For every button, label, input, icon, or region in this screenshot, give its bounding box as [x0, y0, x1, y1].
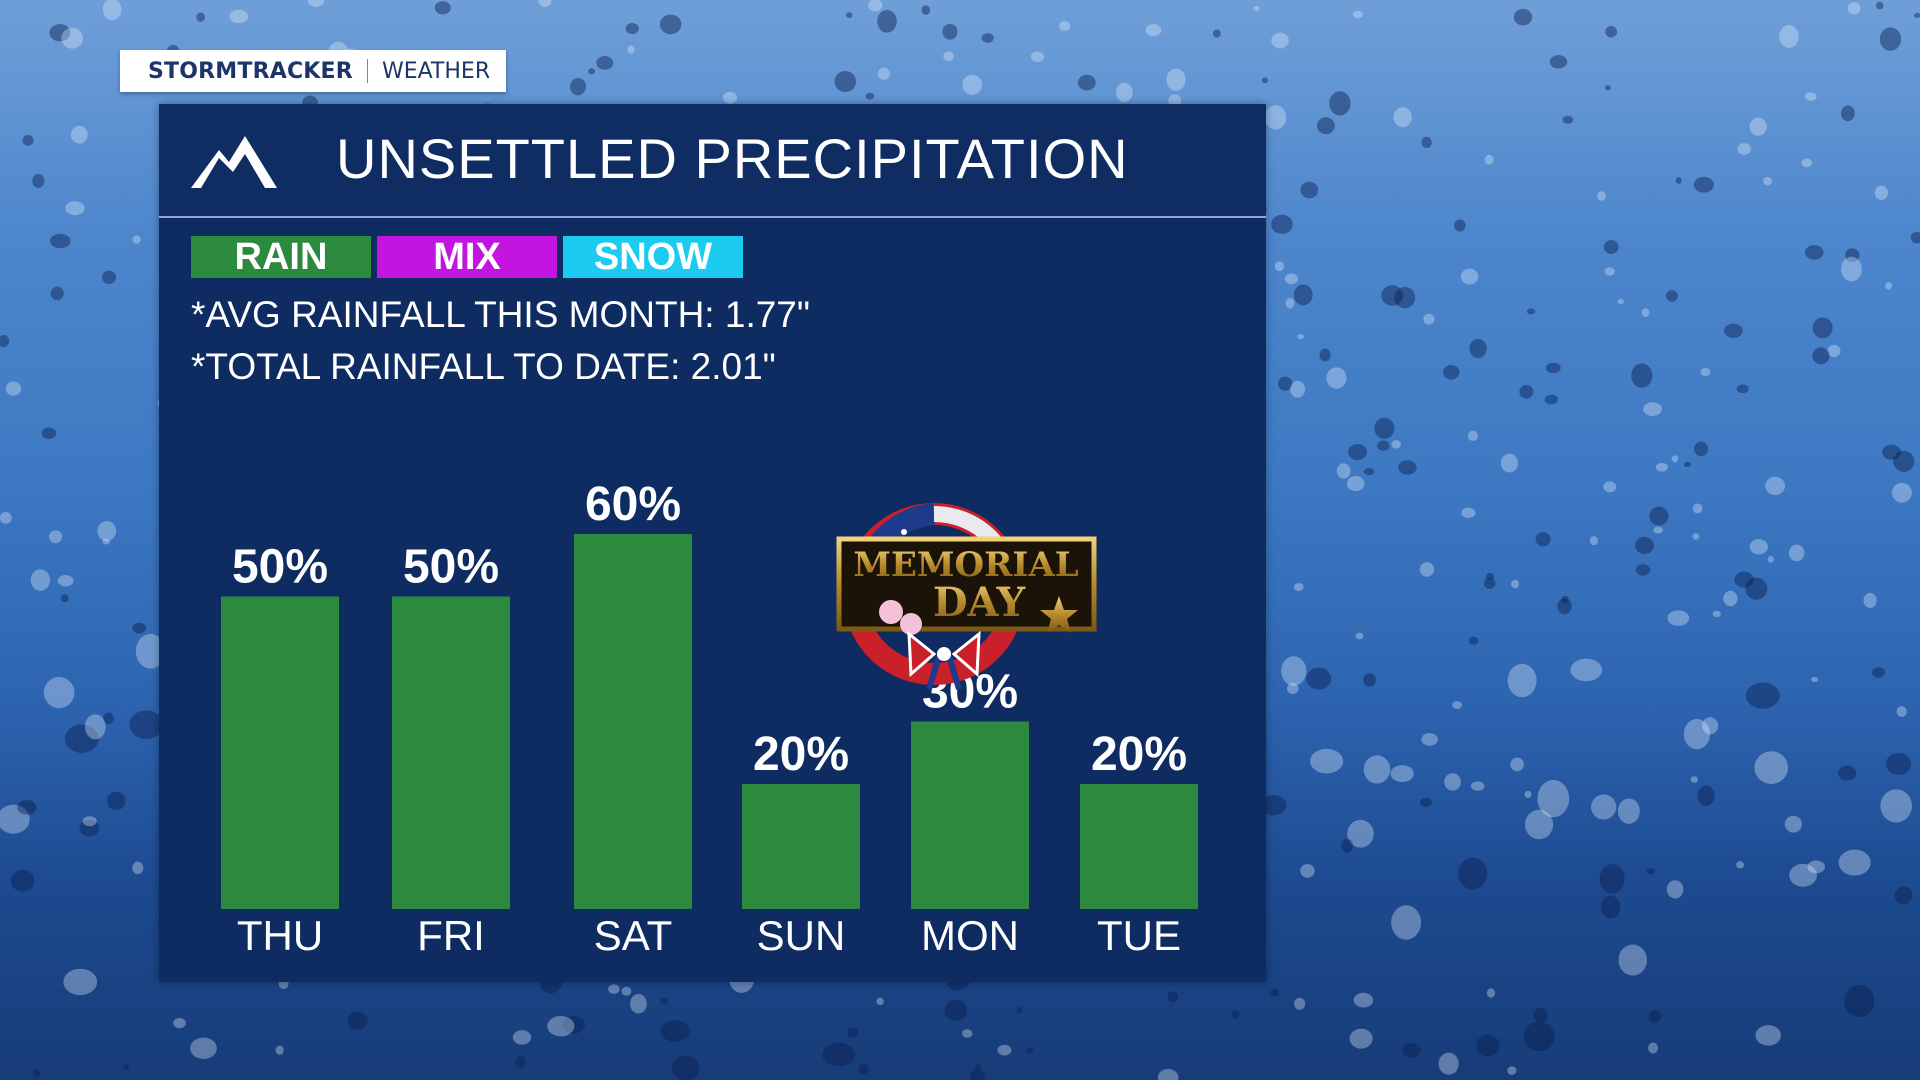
value-label-sat: 60%	[585, 478, 681, 531]
value-label-sun: 20%	[753, 728, 849, 781]
value-label-thu: 50%	[232, 541, 328, 594]
avg-rainfall-text: *AVG RAINFALL THIS MONTH: 1.77"	[191, 294, 811, 335]
bar-sun	[742, 784, 860, 909]
value-label-fri: 50%	[403, 541, 499, 594]
page-title: UNSETTLED PRECIPITATION	[336, 127, 1129, 190]
legend-snow: SNOW	[563, 236, 743, 278]
legend-mix: MIX	[377, 236, 557, 278]
brand-name: STORMTRACKER	[148, 58, 353, 84]
panel-header: UNSETTLED PRECIPITATION	[159, 104, 1266, 218]
brand-section: WEATHER	[381, 58, 491, 84]
badge-line2: DAY	[933, 579, 1026, 626]
day-label-thu: THU	[237, 912, 323, 959]
bar-fri	[392, 596, 510, 909]
brand-bug: STORMTRACKER WEATHER	[120, 50, 506, 92]
bar-tue	[1080, 784, 1198, 909]
brand-divider	[366, 59, 368, 83]
day-label-sun: SUN	[757, 912, 846, 959]
memorial-day-wreath-icon: MEMORIAL DAY	[836, 503, 1097, 690]
mountain-icon	[191, 136, 277, 188]
badge-line1: MEMORIAL	[853, 545, 1078, 585]
total-rainfall-text: *TOTAL RAINFALL TO DATE: 2.01"	[191, 346, 776, 387]
bar-thu	[221, 596, 339, 909]
day-label-mon: MON	[921, 912, 1019, 959]
day-label-tue: TUE	[1097, 912, 1181, 959]
value-label-tue: 20%	[1091, 728, 1187, 781]
forecast-panel: UNSETTLED PRECIPITATION RAIN MIX SNOW *A…	[159, 104, 1266, 982]
bar-mon	[911, 721, 1029, 909]
day-label-sat: SAT	[594, 912, 673, 959]
day-label-fri: FRI	[417, 912, 485, 959]
legend-rain: RAIN	[191, 236, 371, 278]
bar-sat	[574, 534, 692, 909]
